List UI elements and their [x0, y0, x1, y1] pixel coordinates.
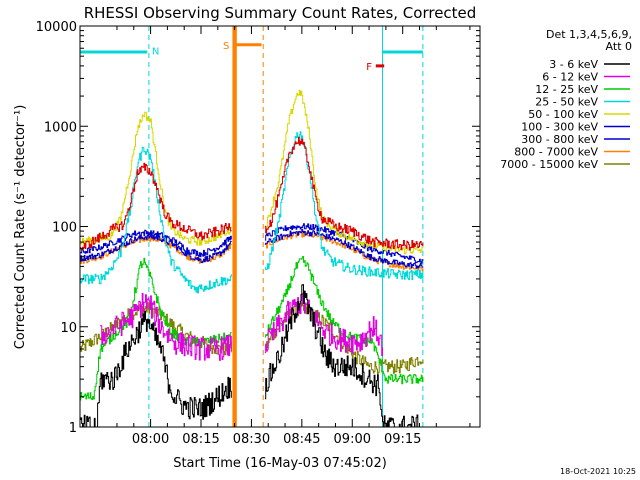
annotation-label: S: [223, 41, 229, 52]
saa-band: [232, 26, 237, 427]
y-tick-label: 10000: [36, 20, 77, 35]
legend-label: 800 - 7000 keV: [514, 146, 598, 159]
x-tick-label: 09:15: [384, 432, 421, 447]
x-tick-label: 08:00: [132, 432, 169, 447]
y-tick-label: 1: [69, 421, 77, 436]
x-axis-label: Start Time (16-May-03 07:45:02): [173, 456, 387, 471]
x-tick-label: 08:15: [182, 432, 219, 447]
series-4-curve: [80, 89, 424, 255]
red-curve: [80, 136, 424, 251]
series-0-curve: [80, 284, 420, 428]
legend-label: 12 - 25 keV: [535, 83, 598, 96]
x-tick-label: 08:30: [233, 432, 270, 447]
annotation-label: F: [366, 62, 372, 73]
y-tick-label: 100: [52, 221, 77, 236]
legend-header: Att 0: [606, 40, 632, 53]
axis-ticks: 08:00 08:15 08:30 08:45 09:00 09:15 1 10 100 1000…: [36, 20, 480, 447]
series-6-curve: [80, 229, 424, 269]
legend-label: 6 - 12 keV: [542, 71, 598, 84]
y-tick-label: 1000: [44, 120, 77, 135]
annotation-label: N: [152, 46, 159, 57]
legend-label: 100 - 300 keV: [521, 121, 598, 134]
x-tick-label: 09:00: [334, 432, 371, 447]
x-tick-label: 08:45: [283, 432, 320, 447]
y-tick-label: 10: [60, 321, 77, 336]
legend-label: 7000 - 15000 keV: [500, 158, 598, 171]
y-axis-label: Corrected Count Rate (s⁻¹ detector⁻¹): [13, 105, 28, 350]
legend-label: 25 - 50 keV: [535, 96, 598, 109]
legend-label: 3 - 6 keV: [549, 58, 598, 71]
date-stamp: 18-Oct-2021 10:25: [560, 467, 636, 476]
plot-marks: N S F: [79, 26, 424, 428]
chart-title: RHESSI Observing Summary Count Rates, Co…: [84, 4, 477, 22]
series-1-curve: [100, 293, 383, 361]
legend-label: 50 - 100 keV: [528, 108, 598, 121]
legend-label: 300 - 800 keV: [521, 133, 598, 146]
legend-header: Det 1,3,4,5,6,9,: [546, 28, 632, 41]
